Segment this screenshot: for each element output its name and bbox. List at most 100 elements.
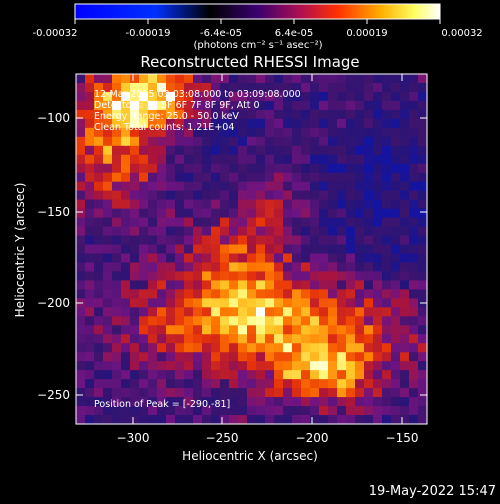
heatmap-cell [319,118,329,129]
heatmap-cell [211,235,221,246]
heatmap-cell [130,235,140,246]
heatmap-cell [274,100,284,111]
heatmap-cell [121,163,131,174]
heatmap-cell [94,262,104,273]
heatmap-cell [400,163,410,174]
heatmap-cell [391,136,401,147]
colorbar-tick-label: -0.00019 [126,28,171,39]
heatmap-cell [76,253,86,264]
heatmap-cell [85,298,95,308]
heatmap-cell [229,361,239,371]
heatmap-cell [121,145,131,156]
heatmap-cell [184,397,194,407]
heatmap-cell [166,370,176,380]
heatmap-cell [382,145,392,156]
heatmap-cell [328,280,338,290]
heatmap-cell [103,343,113,353]
heatmap-cell [238,280,248,290]
heatmap-cell [265,271,275,282]
heatmap-cell [373,298,383,308]
heatmap-cell [247,271,257,282]
heatmap-cell [364,82,374,93]
heatmap-cell [373,163,383,174]
heatmap-cell [409,100,419,111]
heatmap-cell [382,74,392,84]
heatmap-cell [373,145,383,156]
heatmap-cell [418,343,428,353]
heatmap-cell [346,334,356,344]
heatmap-cell [400,352,410,362]
heatmap-cell [202,74,212,84]
heatmap-cell [148,82,158,93]
heatmap-cell [292,280,302,290]
heatmap-cell [319,352,329,362]
heatmap-cell [382,316,392,326]
heatmap-cell [364,415,374,425]
heatmap-cell [265,136,275,147]
heatmap-cell [373,127,383,138]
heatmap-cell [211,361,221,371]
heatmap-cell [310,352,320,362]
heatmap-cell [265,397,275,407]
heatmap-cell [319,262,329,273]
heatmap-cell [121,343,131,353]
heatmap-cell [193,235,203,246]
heatmap-cell [292,226,302,237]
heatmap-cell [211,226,221,237]
heatmap-cell [355,190,365,201]
heatmap-cell [247,163,257,174]
heatmap-cell [238,370,248,380]
heatmap-cell [148,109,158,120]
heatmap-cell [193,406,203,416]
heatmap-cell [175,163,185,174]
heatmap-cell [292,217,302,228]
heatmap-cell [382,235,392,246]
heatmap-cell [301,100,311,111]
heatmap-cell [400,100,410,111]
heatmap-cell [283,163,293,174]
x-axis-label: Heliocentric X (arcsec) [182,449,318,463]
heatmap-cell [391,334,401,344]
heatmap-cell [211,388,221,398]
heatmap-cell [202,253,212,264]
heatmap-cell [274,127,284,138]
heatmap-cell [418,388,428,398]
heatmap-cell [103,118,113,129]
heatmap-cell [301,379,311,389]
heatmap-cell [103,136,113,147]
heatmap-cell [85,244,95,255]
heatmap-cell [292,208,302,219]
heatmap-cell [337,190,347,201]
heatmap-cell [139,307,149,317]
heatmap-cell [247,325,257,335]
heatmap-cell [337,109,347,120]
heatmap-cell [301,172,311,183]
heatmap-cell [238,307,248,317]
heatmap-cell [409,397,419,407]
heatmap-cell [292,388,302,398]
heatmap-cell [292,253,302,264]
heatmap-cell [103,100,113,111]
heatmap-cell [175,415,185,425]
heatmap-cell [409,145,419,156]
heatmap-cell [148,415,158,425]
heatmap-cell [76,370,86,380]
heatmap-cell [256,379,266,389]
heatmap-cell [274,208,284,219]
heatmap-cell [220,370,230,380]
heatmap-cell [265,415,275,425]
heatmap-cell [337,154,347,165]
heatmap-cell [157,388,167,398]
heatmap-cell [103,271,113,282]
heatmap-cell [328,370,338,380]
heatmap-cell [319,397,329,407]
heatmap-cell [148,74,158,84]
heatmap-cell [391,415,401,425]
heatmap-cell [193,262,203,273]
heatmap-cell [103,289,113,299]
heatmap-cell [319,316,329,326]
heatmap-cell [310,415,320,425]
heatmap-cell [148,262,158,273]
heatmap-cell [418,100,428,111]
heatmap-cell [103,109,113,120]
